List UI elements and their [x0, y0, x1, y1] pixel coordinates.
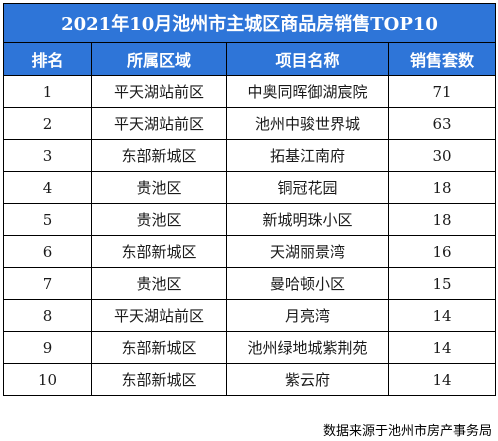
- project-cell: 铜冠花园: [226, 171, 389, 204]
- units-cell: 14: [388, 331, 496, 364]
- area-cell: 东部新城区: [91, 139, 227, 172]
- data-source-note: 数据来源于池州市房产事务局: [322, 424, 492, 439]
- table-row: 7 贵池区 曼哈顿小区 15: [3, 267, 496, 300]
- area-cell: 贵池区: [91, 267, 227, 300]
- units-cell: 30: [388, 139, 496, 172]
- project-cell: 拓基江南府: [226, 139, 389, 172]
- table-row: 10 东部新城区 紫云府 14: [3, 363, 496, 396]
- area-cell: 东部新城区: [91, 235, 227, 268]
- table-title-row: 2021年10月池州市主城区商品房销售TOP10: [3, 3, 496, 43]
- column-header-project: 项目名称: [226, 42, 389, 76]
- units-cell: 14: [388, 363, 496, 396]
- area-cell: 平天湖站前区: [91, 75, 227, 108]
- table-row: 8 平天湖站前区 月亮湾 14: [3, 299, 496, 332]
- table-body: 1 平天湖站前区 中奥同晖御湖宸院 71 2 平天湖站前区 池州中骏世界城 63…: [3, 75, 496, 396]
- table-row: 6 东部新城区 天湖丽景湾 16: [3, 235, 496, 268]
- rank-cell: 7: [3, 267, 92, 300]
- area-cell: 平天湖站前区: [91, 107, 227, 140]
- units-cell: 18: [388, 171, 496, 204]
- column-header-rank: 排名: [3, 42, 92, 76]
- table-title: 2021年10月池州市主城区商品房销售TOP10: [3, 3, 496, 43]
- area-cell: 贵池区: [91, 203, 227, 236]
- table-row: 3 东部新城区 拓基江南府 30: [3, 139, 496, 172]
- rank-cell: 2: [3, 107, 92, 140]
- column-header-area: 所属区域: [91, 42, 227, 76]
- project-cell: 曼哈顿小区: [226, 267, 389, 300]
- project-cell: 中奥同晖御湖宸院: [226, 75, 389, 108]
- rank-cell: 6: [3, 235, 92, 268]
- units-cell: 63: [388, 107, 496, 140]
- rank-cell: 9: [3, 331, 92, 364]
- area-cell: 贵池区: [91, 171, 227, 204]
- table-row: 9 东部新城区 池州绿地城紫荆苑 14: [3, 331, 496, 364]
- rank-cell: 8: [3, 299, 92, 332]
- units-cell: 14: [388, 299, 496, 332]
- units-cell: 15: [388, 267, 496, 300]
- project-cell: 月亮湾: [226, 299, 389, 332]
- area-cell: 平天湖站前区: [91, 299, 227, 332]
- units-cell: 18: [388, 203, 496, 236]
- area-cell: 东部新城区: [91, 331, 227, 364]
- rank-cell: 1: [3, 75, 92, 108]
- table-row: 4 贵池区 铜冠花园 18: [3, 171, 496, 204]
- units-cell: 16: [388, 235, 496, 268]
- table-row: 1 平天湖站前区 中奥同晖御湖宸院 71: [3, 75, 496, 108]
- table-row: 2 平天湖站前区 池州中骏世界城 63: [3, 107, 496, 140]
- column-header-units: 销售套数: [388, 42, 496, 76]
- sales-ranking-table-container: 2021年10月池州市主城区商品房销售TOP10 排名 所属区域 项目名称 销售…: [3, 3, 496, 396]
- project-cell: 紫云府: [226, 363, 389, 396]
- sales-ranking-table: 2021年10月池州市主城区商品房销售TOP10 排名 所属区域 项目名称 销售…: [3, 3, 496, 396]
- table-header-row: 排名 所属区域 项目名称 销售套数: [3, 42, 496, 76]
- rank-cell: 4: [3, 171, 92, 204]
- rank-cell: 10: [3, 363, 92, 396]
- rank-cell: 5: [3, 203, 92, 236]
- project-cell: 天湖丽景湾: [226, 235, 389, 268]
- rank-cell: 3: [3, 139, 92, 172]
- project-cell: 池州中骏世界城: [226, 107, 389, 140]
- table-row: 5 贵池区 新城明珠小区 18: [3, 203, 496, 236]
- units-cell: 71: [388, 75, 496, 108]
- area-cell: 东部新城区: [91, 363, 227, 396]
- project-cell: 池州绿地城紫荆苑: [226, 331, 389, 364]
- project-cell: 新城明珠小区: [226, 203, 389, 236]
